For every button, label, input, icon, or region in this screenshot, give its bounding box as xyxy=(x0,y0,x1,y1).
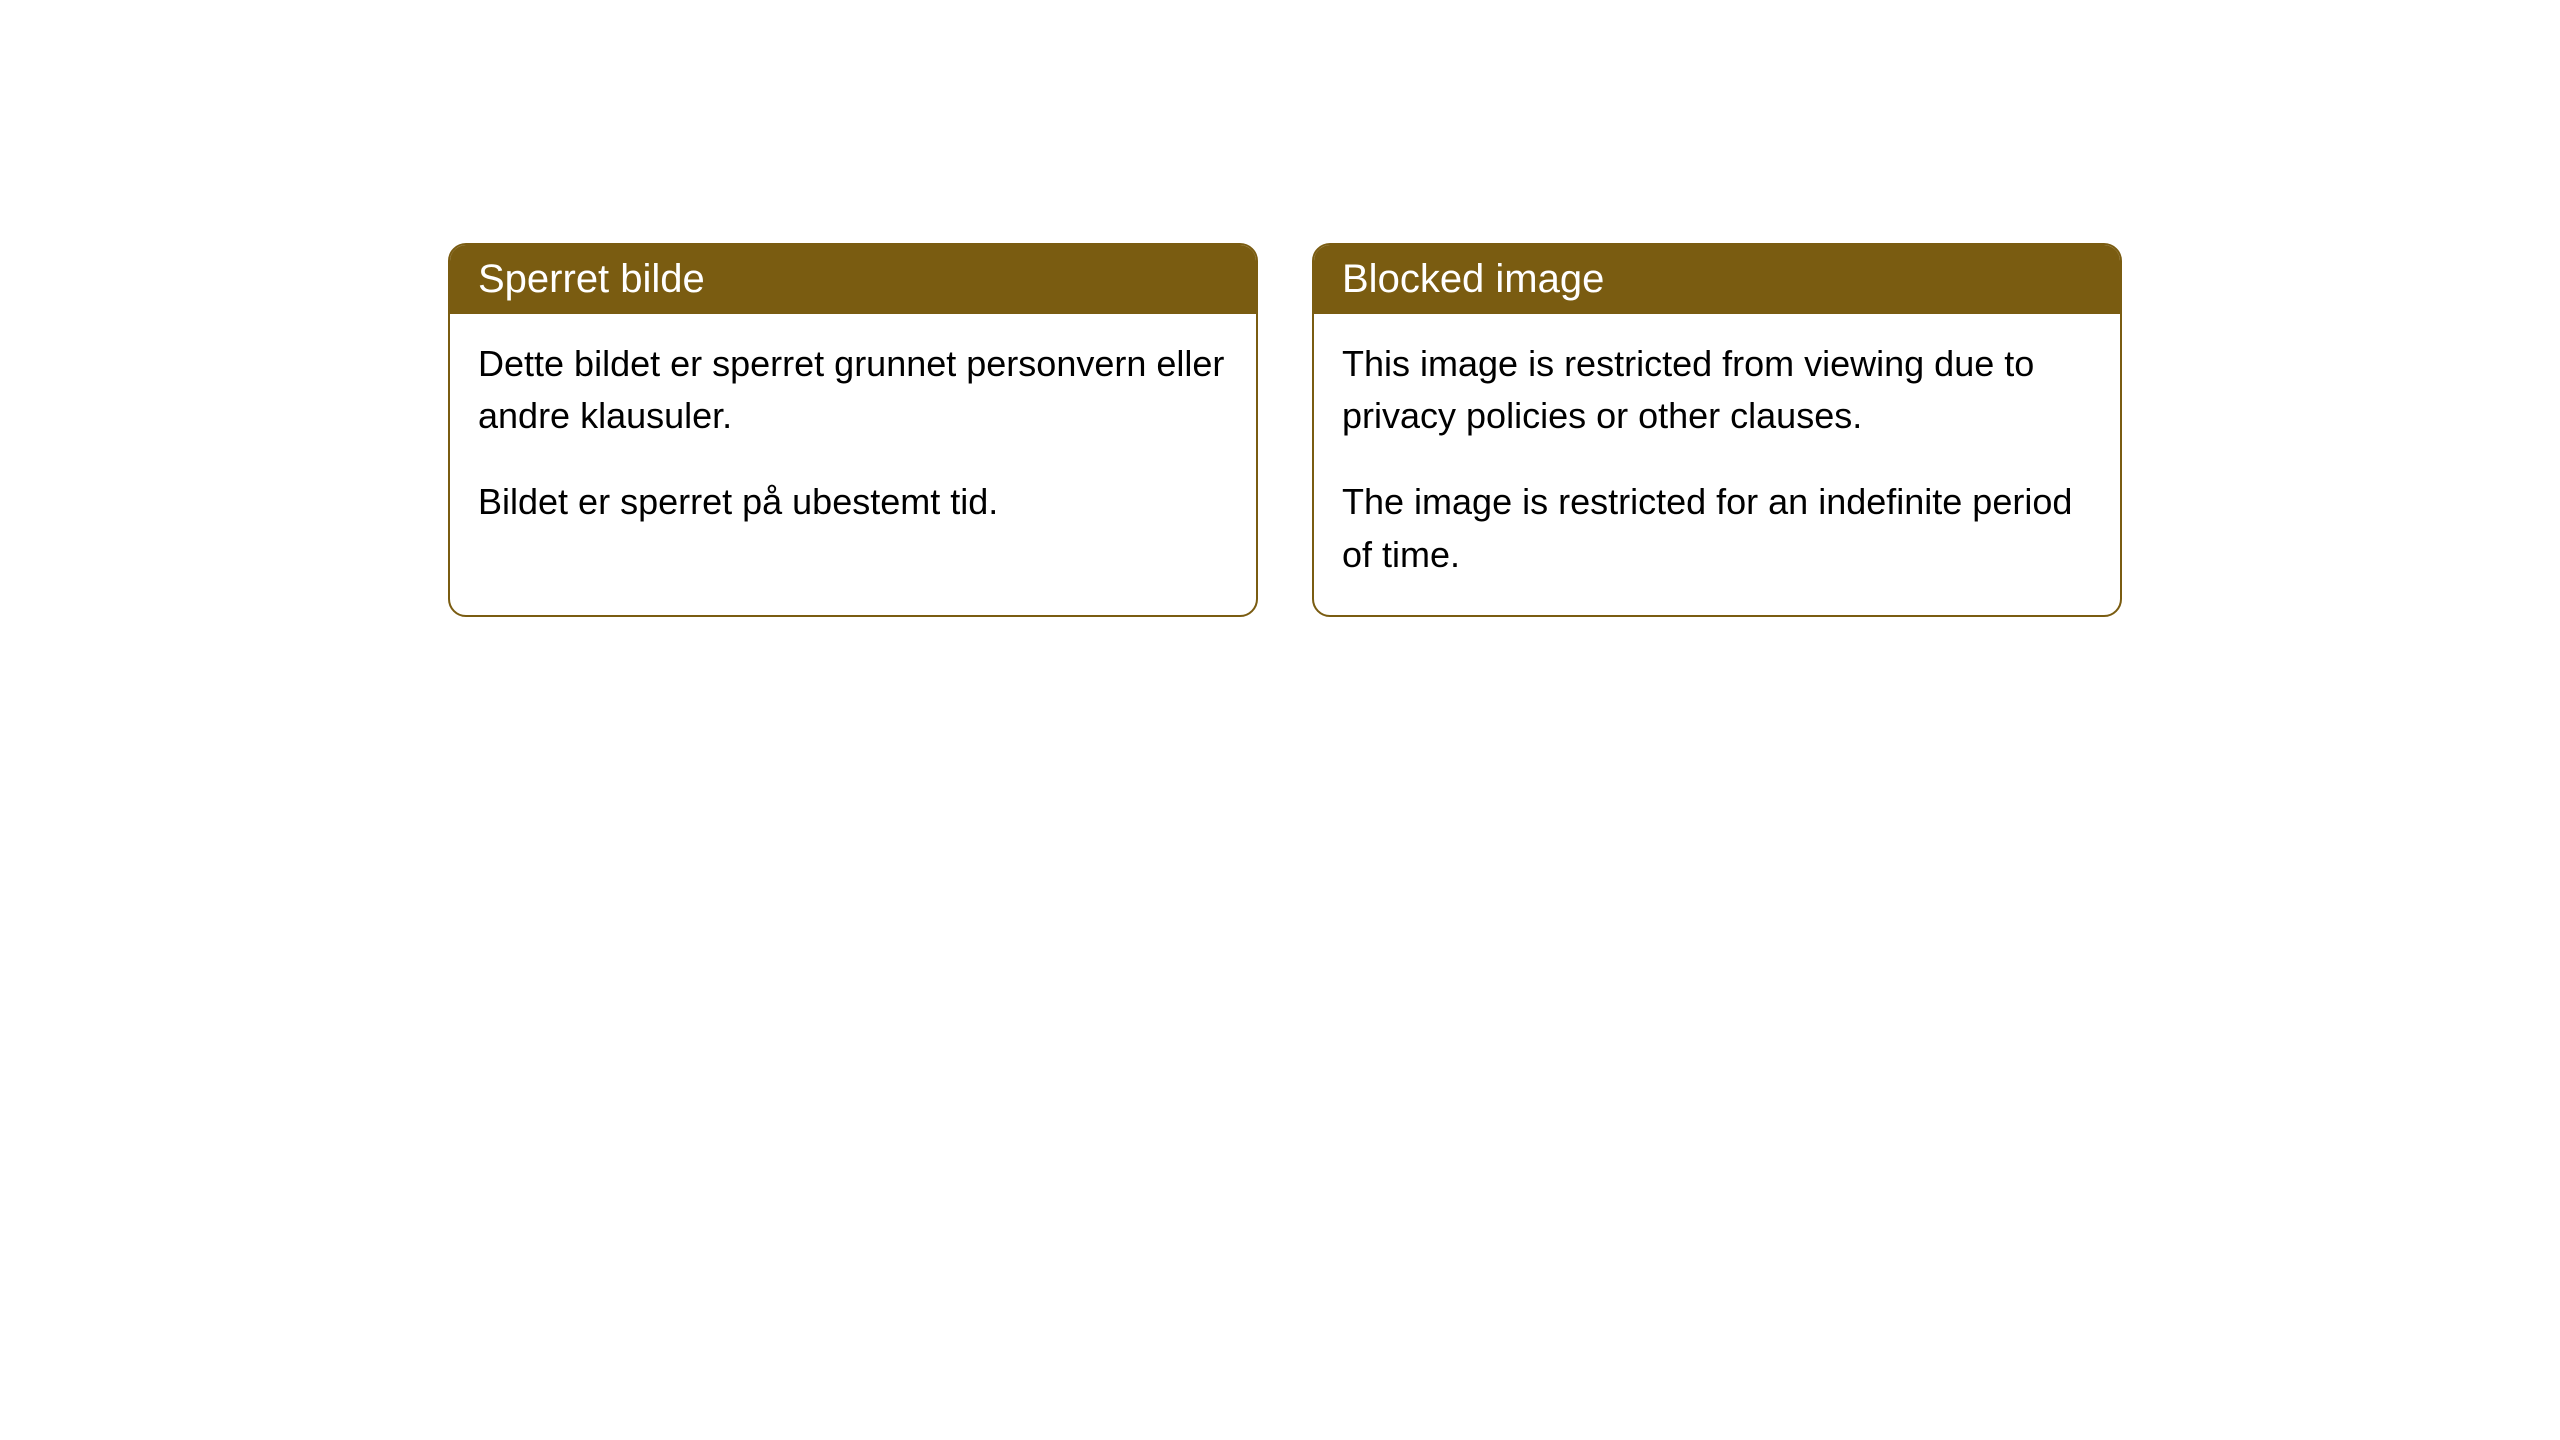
notice-card-title: Sperret bilde xyxy=(478,257,705,301)
notice-card-norwegian: Sperret bilde Dette bildet er sperret gr… xyxy=(448,243,1258,617)
notice-card-english: Blocked image This image is restricted f… xyxy=(1312,243,2122,617)
notice-card-header: Sperret bilde xyxy=(450,245,1256,314)
notice-card-container: Sperret bilde Dette bildet er sperret gr… xyxy=(0,0,2560,617)
notice-card-paragraph: Bildet er sperret på ubestemt tid. xyxy=(478,476,1228,528)
notice-card-body: Dette bildet er sperret grunnet personve… xyxy=(450,314,1256,563)
notice-card-paragraph: The image is restricted for an indefinit… xyxy=(1342,476,2092,580)
notice-card-header: Blocked image xyxy=(1314,245,2120,314)
notice-card-paragraph: This image is restricted from viewing du… xyxy=(1342,338,2092,442)
notice-card-title: Blocked image xyxy=(1342,257,1604,301)
notice-card-body: This image is restricted from viewing du… xyxy=(1314,314,2120,615)
notice-card-paragraph: Dette bildet er sperret grunnet personve… xyxy=(478,338,1228,442)
